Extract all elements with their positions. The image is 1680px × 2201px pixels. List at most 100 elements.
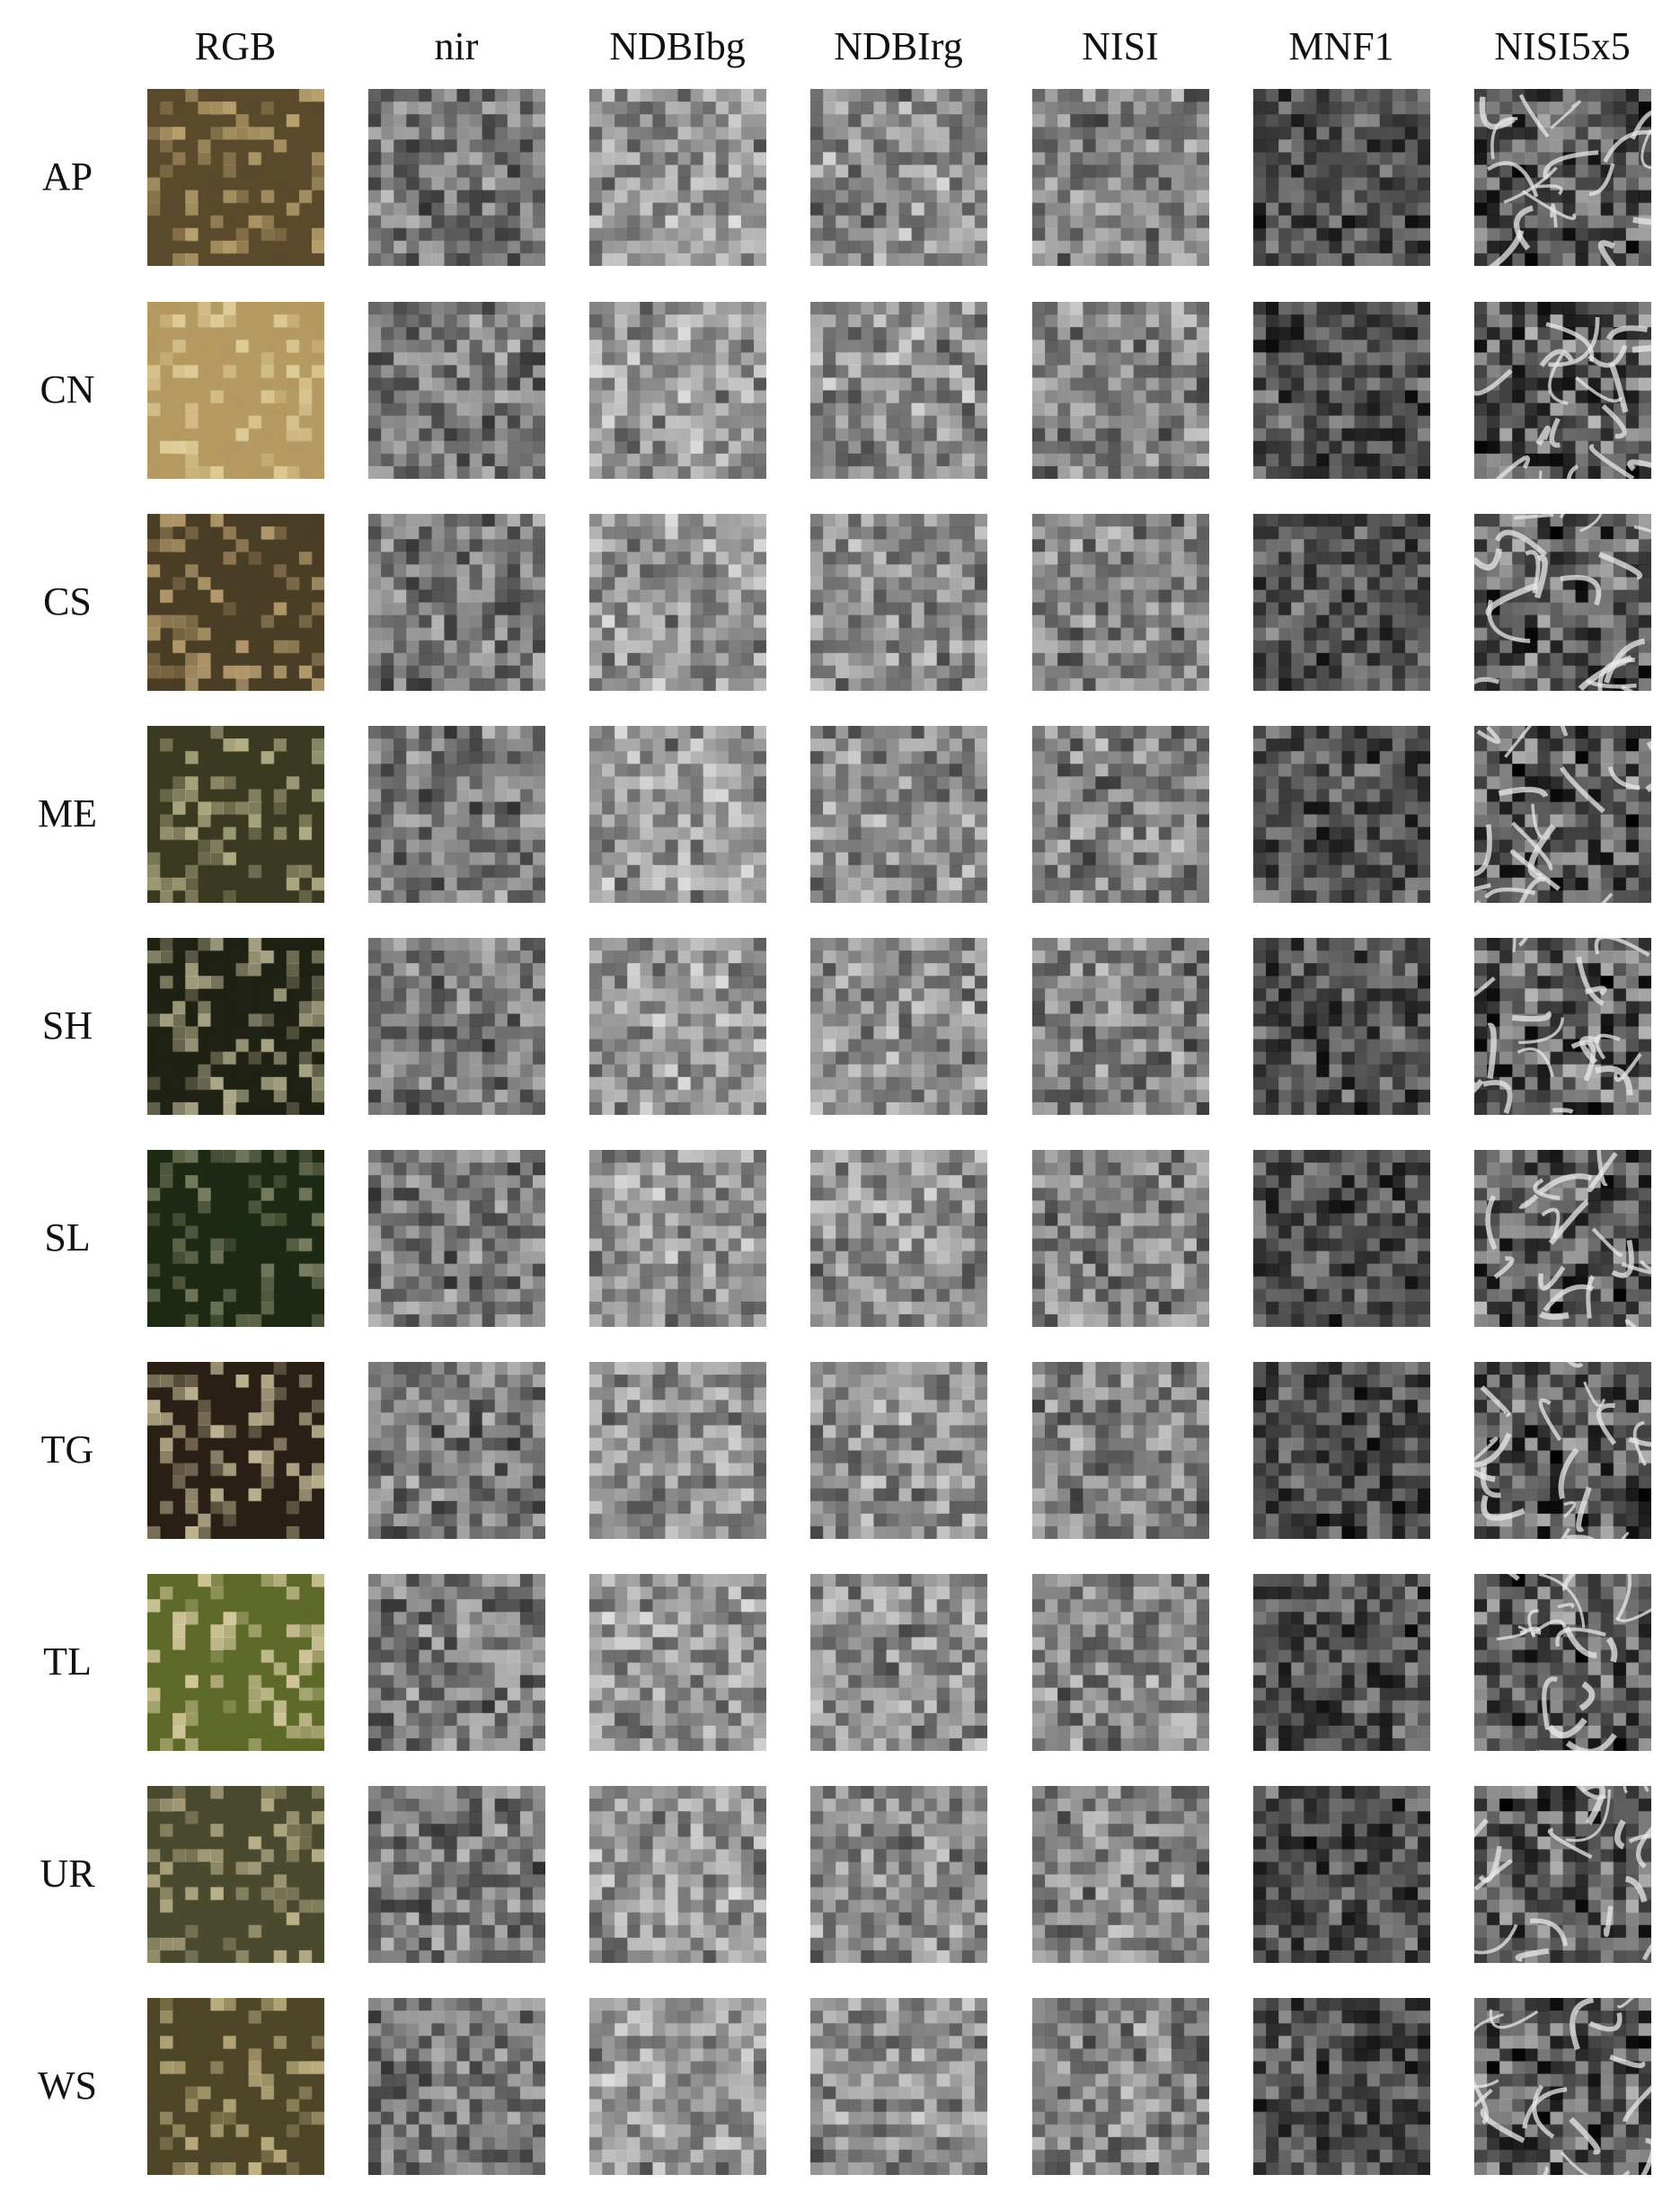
- tile-ap-nir: [368, 89, 545, 266]
- tile-image: [1253, 1998, 1430, 2175]
- tile-cn-nisi5x5: [1474, 302, 1651, 479]
- tile-sh-ndbibg: [589, 938, 766, 1115]
- tile-image: [810, 726, 987, 903]
- tile-image: [147, 1150, 324, 1327]
- tile-sh-nisi: [1032, 938, 1209, 1115]
- tile-ws-rgb: [147, 1998, 324, 2175]
- tile-sh-nisi5x5: [1474, 938, 1651, 1115]
- row-header-cs: CS: [43, 579, 92, 623]
- tile-image: [368, 1998, 545, 2175]
- tile-image: [1032, 938, 1209, 1115]
- tile-sl-nir: [368, 1150, 545, 1327]
- tile-image: [589, 1574, 766, 1751]
- tile-cn-mnf1: [1253, 302, 1430, 479]
- tile-ur-mnf1: [1253, 1786, 1430, 1963]
- tile-image: [147, 89, 324, 266]
- tile-image: [1032, 1150, 1209, 1327]
- tile-image: [810, 938, 987, 1115]
- row-header-tg: TG: [40, 1428, 94, 1472]
- tile-image: [1474, 1786, 1651, 1963]
- tile-tl-mnf1: [1253, 1574, 1430, 1751]
- tile-image: [1032, 726, 1209, 903]
- tile-image: [810, 1786, 987, 1963]
- column-header-rgb: RGB: [194, 24, 277, 68]
- tile-image: [589, 302, 766, 479]
- tile-image: [1474, 514, 1651, 691]
- row-header-ur: UR: [40, 1852, 95, 1896]
- tile-image: [1474, 1998, 1651, 2175]
- tile-image: [810, 89, 987, 266]
- tile-me-rgb: [147, 726, 324, 903]
- tile-image: [368, 1362, 545, 1539]
- tile-ap-nisi5x5: [1474, 89, 1651, 266]
- tile-tl-ndbibg: [589, 1574, 766, 1751]
- tile-image: [810, 302, 987, 479]
- tile-image: [147, 1362, 324, 1539]
- column-header-mnf1: MNF1: [1288, 24, 1394, 68]
- tile-ws-mnf1: [1253, 1998, 1430, 2175]
- tile-image: [1253, 726, 1430, 903]
- tile-image: [1253, 302, 1430, 479]
- tile-image: [1253, 1786, 1430, 1963]
- row-header-ap: AP: [41, 155, 93, 199]
- tile-image: [1474, 938, 1651, 1115]
- tile-cs-nisi5x5: [1474, 514, 1651, 691]
- tile-sl-nisi: [1032, 1150, 1209, 1327]
- tile-cs-nir: [368, 514, 545, 691]
- tile-image: [147, 726, 324, 903]
- row-header-me: ME: [38, 791, 97, 835]
- tile-ws-ndbibg: [589, 1998, 766, 2175]
- tile-cs-nisi: [1032, 514, 1209, 691]
- row-header-sl: SL: [44, 1215, 91, 1260]
- tile-image: [589, 514, 766, 691]
- tile-ur-nir: [368, 1786, 545, 1963]
- tile-image: [368, 1150, 545, 1327]
- tile-image: [368, 89, 545, 266]
- tile-image: [1474, 1574, 1651, 1751]
- tile-image: [1032, 89, 1209, 266]
- tile-tg-rgb: [147, 1362, 324, 1539]
- tile-me-nisi: [1032, 726, 1209, 903]
- tile-image: [1253, 1574, 1430, 1751]
- tile-cs-rgb: [147, 514, 324, 691]
- tile-sl-nisi5x5: [1474, 1150, 1651, 1327]
- tile-me-mnf1: [1253, 726, 1430, 903]
- tile-cn-ndbirg: [810, 302, 987, 479]
- tile-sl-ndbirg: [810, 1150, 987, 1327]
- tile-sh-nir: [368, 938, 545, 1115]
- tile-ws-nisi: [1032, 1998, 1209, 2175]
- tile-ap-rgb: [147, 89, 324, 266]
- tile-tl-nir: [368, 1574, 545, 1751]
- tile-image: [1032, 1362, 1209, 1539]
- column-header-ndbirg: NDBIrg: [834, 24, 963, 68]
- tile-image: [589, 1150, 766, 1327]
- tile-image: [1474, 726, 1651, 903]
- tile-image: [368, 302, 545, 479]
- tile-sl-ndbibg: [589, 1150, 766, 1327]
- tile-tl-nisi: [1032, 1574, 1209, 1751]
- tile-cn-nir: [368, 302, 545, 479]
- tile-image: [147, 1998, 324, 2175]
- tile-tg-nisi: [1032, 1362, 1209, 1539]
- tile-image: [1032, 514, 1209, 691]
- tile-ur-ndbibg: [589, 1786, 766, 1963]
- tile-image: [589, 938, 766, 1115]
- row-header-cn: CN: [40, 367, 95, 411]
- tile-image: [1253, 1362, 1430, 1539]
- tile-image: [589, 89, 766, 266]
- tile-sh-rgb: [147, 938, 324, 1115]
- tile-image: [368, 514, 545, 691]
- tile-image: [589, 1786, 766, 1963]
- tile-image: [1253, 514, 1430, 691]
- tile-me-nir: [368, 726, 545, 903]
- tile-tg-ndbirg: [810, 1362, 987, 1539]
- column-header-nir: nir: [434, 24, 479, 68]
- tile-image: [1474, 1150, 1651, 1327]
- tile-image: [810, 1574, 987, 1751]
- tile-tg-nir: [368, 1362, 545, 1539]
- tile-tl-nisi5x5: [1474, 1574, 1651, 1751]
- tile-cs-ndbirg: [810, 514, 987, 691]
- tile-image: [810, 1150, 987, 1327]
- tile-ap-ndbirg: [810, 89, 987, 266]
